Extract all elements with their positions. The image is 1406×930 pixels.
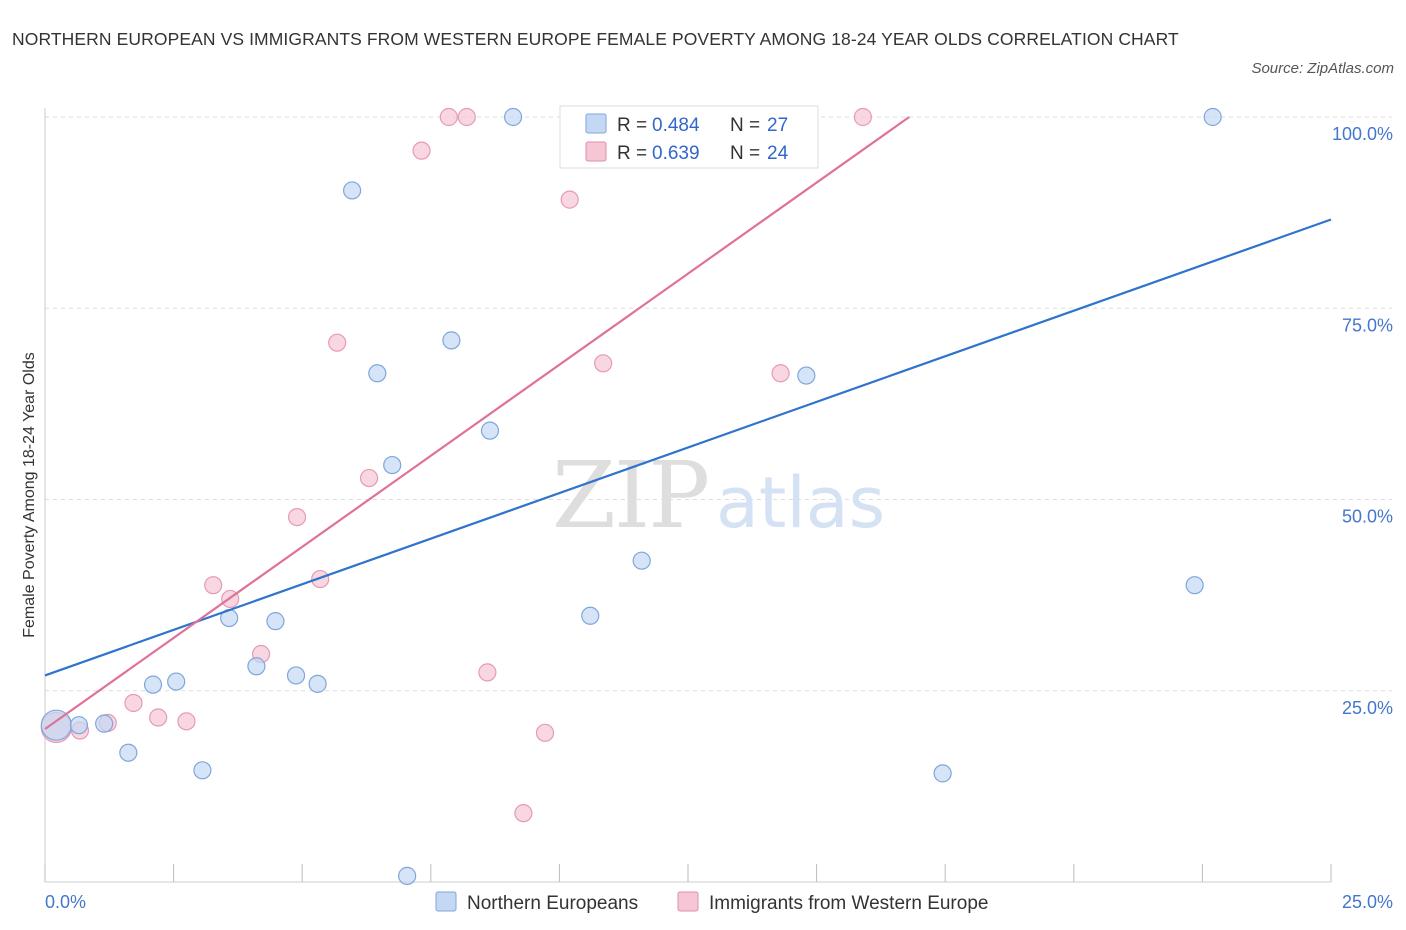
point-northern-2	[95, 714, 114, 733]
x-tick-label-max: 25.0%	[1342, 892, 1393, 912]
y-tick-label-0: 25.0%	[1342, 698, 1393, 718]
point-northern-15	[398, 866, 417, 885]
point-immigrants-16	[478, 663, 497, 682]
point-immigrants-19	[560, 190, 579, 209]
point-immigrants-22	[771, 364, 790, 383]
trend-lines	[44, 116, 1332, 730]
point-immigrants-15	[457, 107, 476, 127]
point-northern-11	[308, 674, 327, 693]
point-northern-23	[797, 366, 816, 385]
correlation-legend: R = 0.484 N = 27 R = 0.639 N = 24	[559, 105, 819, 169]
point-northern-17	[480, 421, 500, 440]
trend-line-northern	[44, 218, 1332, 677]
point-northern-9	[266, 612, 285, 631]
point-immigrants-14	[439, 107, 458, 127]
watermark-zip: ZIP	[552, 442, 708, 549]
point-immigrants-23	[853, 107, 872, 127]
grid-lines	[45, 116, 1392, 692]
legend-n-value-pink: 24	[767, 143, 789, 164]
legend-n-label-blue: N =	[730, 115, 765, 136]
y-tick-label-1: 50.0%	[1342, 507, 1393, 527]
point-northern-26	[1203, 107, 1222, 127]
point-northern-4	[143, 675, 163, 694]
point-immigrants-5	[177, 712, 196, 731]
legend-swatch-blue	[585, 113, 607, 134]
bottom-legend-label-northern: Northern Europeans	[467, 893, 638, 914]
point-immigrants-12	[359, 468, 379, 488]
bottom-legend-swatch-pink	[677, 891, 699, 912]
point-northern-10	[286, 666, 306, 685]
point-northern-18	[504, 107, 523, 127]
point-immigrants-3	[124, 693, 143, 713]
point-immigrants-20	[594, 354, 613, 373]
point-northern-3	[119, 743, 138, 762]
series-legend: Northern Europeans Immigrants from Weste…	[435, 891, 988, 914]
point-northern-13	[368, 364, 387, 383]
bottom-legend-swatch-blue	[435, 891, 457, 912]
series-northern-points	[40, 107, 1222, 885]
point-immigrants-11	[328, 333, 347, 352]
point-northern-16	[442, 331, 461, 350]
chart-title: NORTHERN EUROPEAN VS IMMIGRANTS FROM WES…	[12, 29, 1179, 49]
point-northern-1	[69, 716, 89, 735]
legend-r-value-blue: 0.484	[652, 115, 700, 136]
point-northern-14	[383, 455, 402, 475]
point-northern-24	[933, 764, 952, 783]
x-tick-marks	[44, 864, 1332, 882]
legend-r-label-blue: R =	[617, 115, 652, 136]
point-immigrants-10	[311, 569, 330, 589]
point-northern-12	[342, 181, 362, 200]
watermark: ZIP atlas	[552, 442, 885, 549]
legend-r-value-pink: 0.639	[652, 143, 700, 164]
y-tick-labels: 25.0% 50.0% 75.0% 100.0%	[1332, 124, 1393, 718]
point-northern-20	[632, 551, 651, 570]
y-axis-label: Female Poverty Among 18-24 Year Olds	[21, 352, 38, 638]
point-northern-19	[581, 606, 600, 625]
point-immigrants-6	[204, 576, 223, 595]
source-label: Source: ZipAtlas.com	[1251, 60, 1394, 77]
point-northern-6	[193, 761, 212, 780]
watermark-atlas: atlas	[716, 462, 885, 544]
y-tick-label-3: 100.0%	[1332, 124, 1393, 144]
point-immigrants-17	[514, 804, 533, 823]
x-tick-label-min: 0.0%	[45, 892, 86, 912]
y-tick-label-2: 75.0%	[1342, 315, 1393, 335]
point-northern-5	[167, 672, 186, 691]
point-immigrants-13	[412, 141, 431, 160]
point-immigrants-9	[287, 507, 307, 527]
legend-r-label-pink: R =	[617, 143, 652, 164]
point-immigrants-4	[149, 708, 168, 727]
legend-n-value-blue: 27	[767, 115, 788, 136]
point-immigrants-18	[535, 723, 555, 742]
point-northern-8	[247, 657, 266, 676]
legend-swatch-pink	[585, 141, 607, 162]
bottom-legend-label-immigrants: Immigrants from Western Europe	[709, 893, 988, 914]
point-northern-25	[1185, 576, 1204, 595]
trend-line-immigrants	[44, 116, 910, 730]
legend-n-label-pink: N =	[730, 143, 765, 164]
